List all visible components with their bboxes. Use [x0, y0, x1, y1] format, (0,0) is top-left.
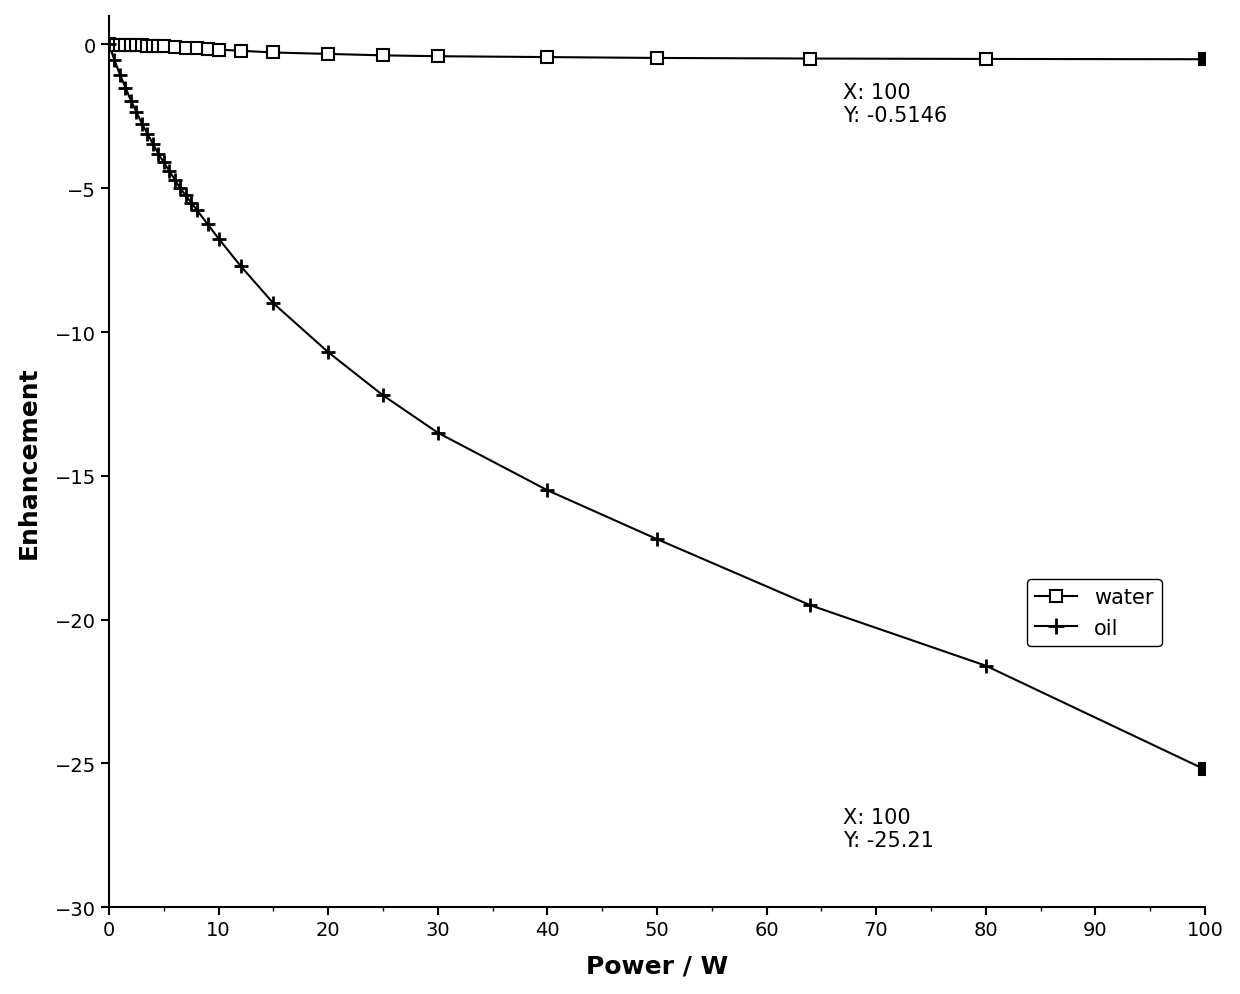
Y-axis label: Enhancement: Enhancement [16, 366, 41, 559]
Legend: water, oil: water, oil [1027, 580, 1162, 646]
Text: X: 100
Y: -0.5146: X: 100 Y: -0.5146 [843, 83, 947, 126]
Text: X: 100
Y: -25.21: X: 100 Y: -25.21 [843, 807, 934, 850]
X-axis label: Power / W: Power / W [585, 953, 728, 977]
